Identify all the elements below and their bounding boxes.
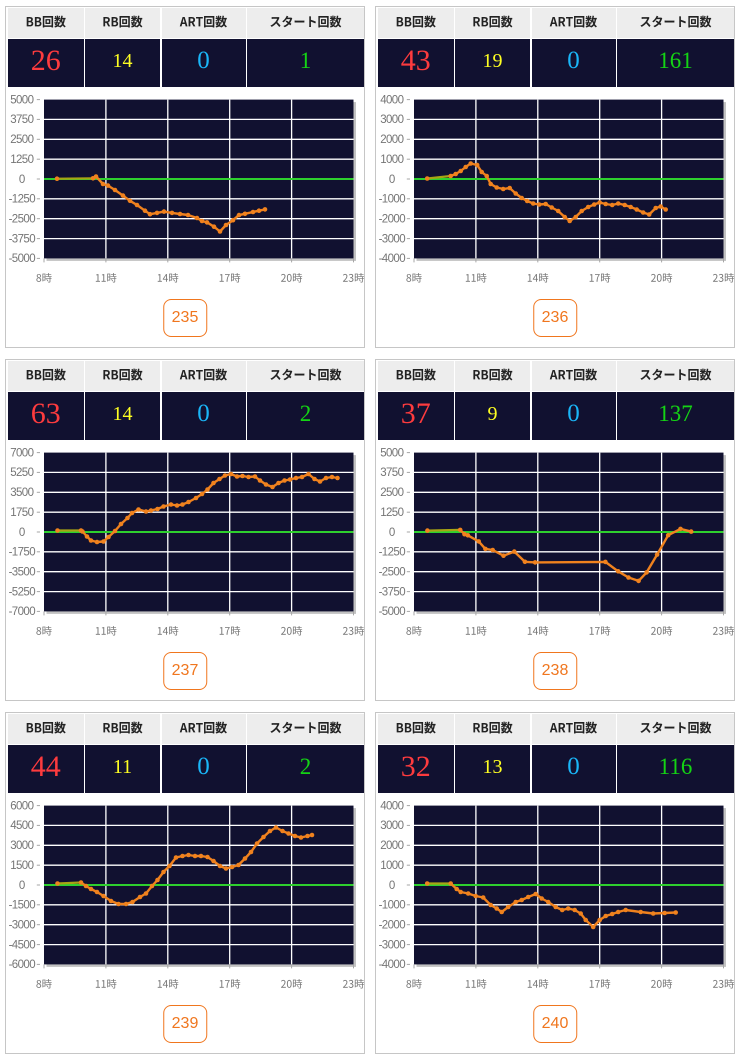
svg-text:-4000: -4000 — [379, 959, 406, 971]
svg-text:-1250: -1250 — [379, 547, 406, 559]
svg-text:0: 0 — [19, 174, 25, 186]
svg-text:1750: 1750 — [10, 507, 33, 519]
svg-text:2500: 2500 — [10, 134, 33, 146]
svg-text:-3750: -3750 — [9, 233, 36, 245]
svg-text:-3000: -3000 — [379, 939, 406, 951]
svg-text:6000: 6000 — [10, 800, 33, 812]
svg-text:1000: 1000 — [380, 154, 403, 166]
svg-text:-4000: -4000 — [379, 253, 406, 265]
svg-text:-2000: -2000 — [379, 214, 406, 226]
svg-text:0: 0 — [389, 527, 395, 539]
svg-text:-3500: -3500 — [9, 567, 36, 579]
svg-text:7000: 7000 — [10, 447, 33, 459]
svg-text:1250: 1250 — [380, 507, 403, 519]
svg-text:-5250: -5250 — [9, 586, 36, 598]
svg-text:-5000: -5000 — [9, 253, 36, 265]
svg-text:0: 0 — [19, 880, 25, 892]
svg-text:-5000: -5000 — [379, 606, 406, 618]
svg-text:1250: 1250 — [10, 154, 33, 166]
svg-text:5000: 5000 — [10, 94, 33, 106]
svg-text:3750: 3750 — [380, 467, 403, 479]
svg-text:1500: 1500 — [10, 860, 33, 872]
svg-text:-1750: -1750 — [9, 547, 36, 559]
svg-text:5250: 5250 — [10, 467, 33, 479]
svg-text:5000: 5000 — [380, 447, 403, 459]
svg-text:0: 0 — [19, 527, 25, 539]
svg-text:-2500: -2500 — [9, 214, 36, 226]
svg-text:4000: 4000 — [380, 800, 403, 812]
svg-text:-1500: -1500 — [9, 900, 36, 912]
svg-text:1000: 1000 — [380, 860, 403, 872]
svg-text:-3750: -3750 — [379, 586, 406, 598]
svg-text:-3000: -3000 — [9, 920, 36, 932]
svg-text:-2500: -2500 — [379, 567, 406, 579]
svg-text:2000: 2000 — [380, 840, 403, 852]
svg-text:3000: 3000 — [380, 820, 403, 832]
svg-text:-6000: -6000 — [9, 959, 36, 971]
svg-text:4000: 4000 — [380, 94, 403, 106]
svg-text:3000: 3000 — [380, 114, 403, 126]
svg-text:2500: 2500 — [380, 487, 403, 499]
svg-text:4500: 4500 — [10, 820, 33, 832]
svg-text:2000: 2000 — [380, 134, 403, 146]
svg-text:-7000: -7000 — [9, 606, 36, 618]
svg-text:-4500: -4500 — [9, 939, 36, 951]
svg-text:-2000: -2000 — [379, 920, 406, 932]
svg-text:3750: 3750 — [10, 114, 33, 126]
svg-text:-1250: -1250 — [9, 194, 36, 206]
svg-text:-3000: -3000 — [379, 233, 406, 245]
svg-text:0: 0 — [389, 174, 395, 186]
svg-text:3500: 3500 — [10, 487, 33, 499]
svg-text:3000: 3000 — [10, 840, 33, 852]
svg-text:-1000: -1000 — [379, 194, 406, 206]
svg-text:0: 0 — [389, 880, 395, 892]
svg-text:-1000: -1000 — [379, 900, 406, 912]
